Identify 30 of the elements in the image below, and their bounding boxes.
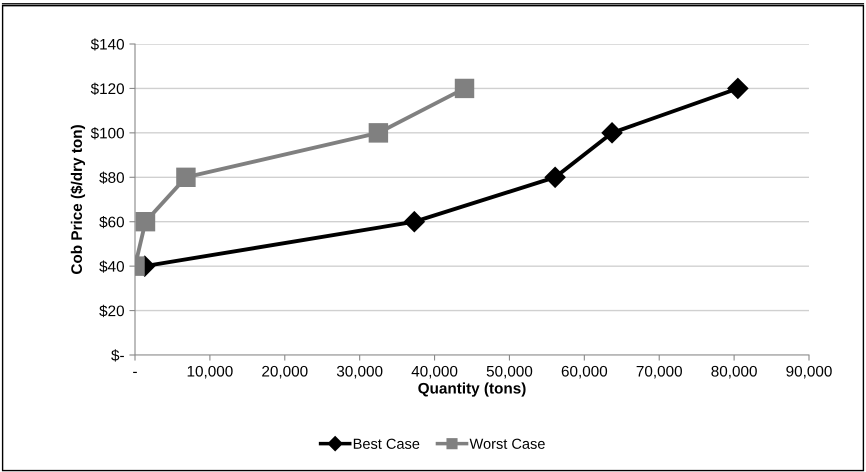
point: [544, 166, 566, 188]
legend-label: Best Case: [354, 438, 420, 449]
point: [368, 123, 388, 143]
legend-label: Worst Case: [470, 438, 545, 449]
x-tick-label: 40,000: [412, 366, 458, 378]
point: [404, 211, 425, 232]
y-tick-label: $80: [99, 172, 124, 184]
y-tick-label: $20: [99, 304, 124, 318]
point: [176, 168, 196, 188]
point: [602, 122, 623, 144]
point: [136, 212, 156, 232]
x-tick-label: 30,000: [336, 366, 382, 378]
y-axis-title: Cob Price ($/dry ton): [70, 125, 86, 274]
x-tick-label: 50,000: [486, 366, 532, 378]
y-tick-label: $140: [90, 38, 124, 51]
point: [727, 78, 748, 99]
x-axis-title: Quantity (tons): [418, 382, 526, 397]
x-tick-label: 70,000: [636, 366, 682, 378]
x-tick-label: 80,000: [711, 366, 757, 378]
y-tick-label: $100: [90, 127, 124, 140]
y-tick-label: $60: [99, 216, 124, 228]
x-tick-label: 10,000: [188, 366, 233, 378]
x-tick-label: 60,000: [562, 366, 608, 378]
x-tick-label: 20,000: [262, 366, 308, 378]
point: [454, 78, 474, 98]
x-tick-label: -: [133, 372, 137, 374]
x-tick-label: 90,000: [786, 366, 832, 378]
y-tick-label: $120: [90, 82, 124, 96]
y-tick-label: $-: [111, 349, 124, 362]
y-tick-label: $40: [99, 260, 124, 273]
